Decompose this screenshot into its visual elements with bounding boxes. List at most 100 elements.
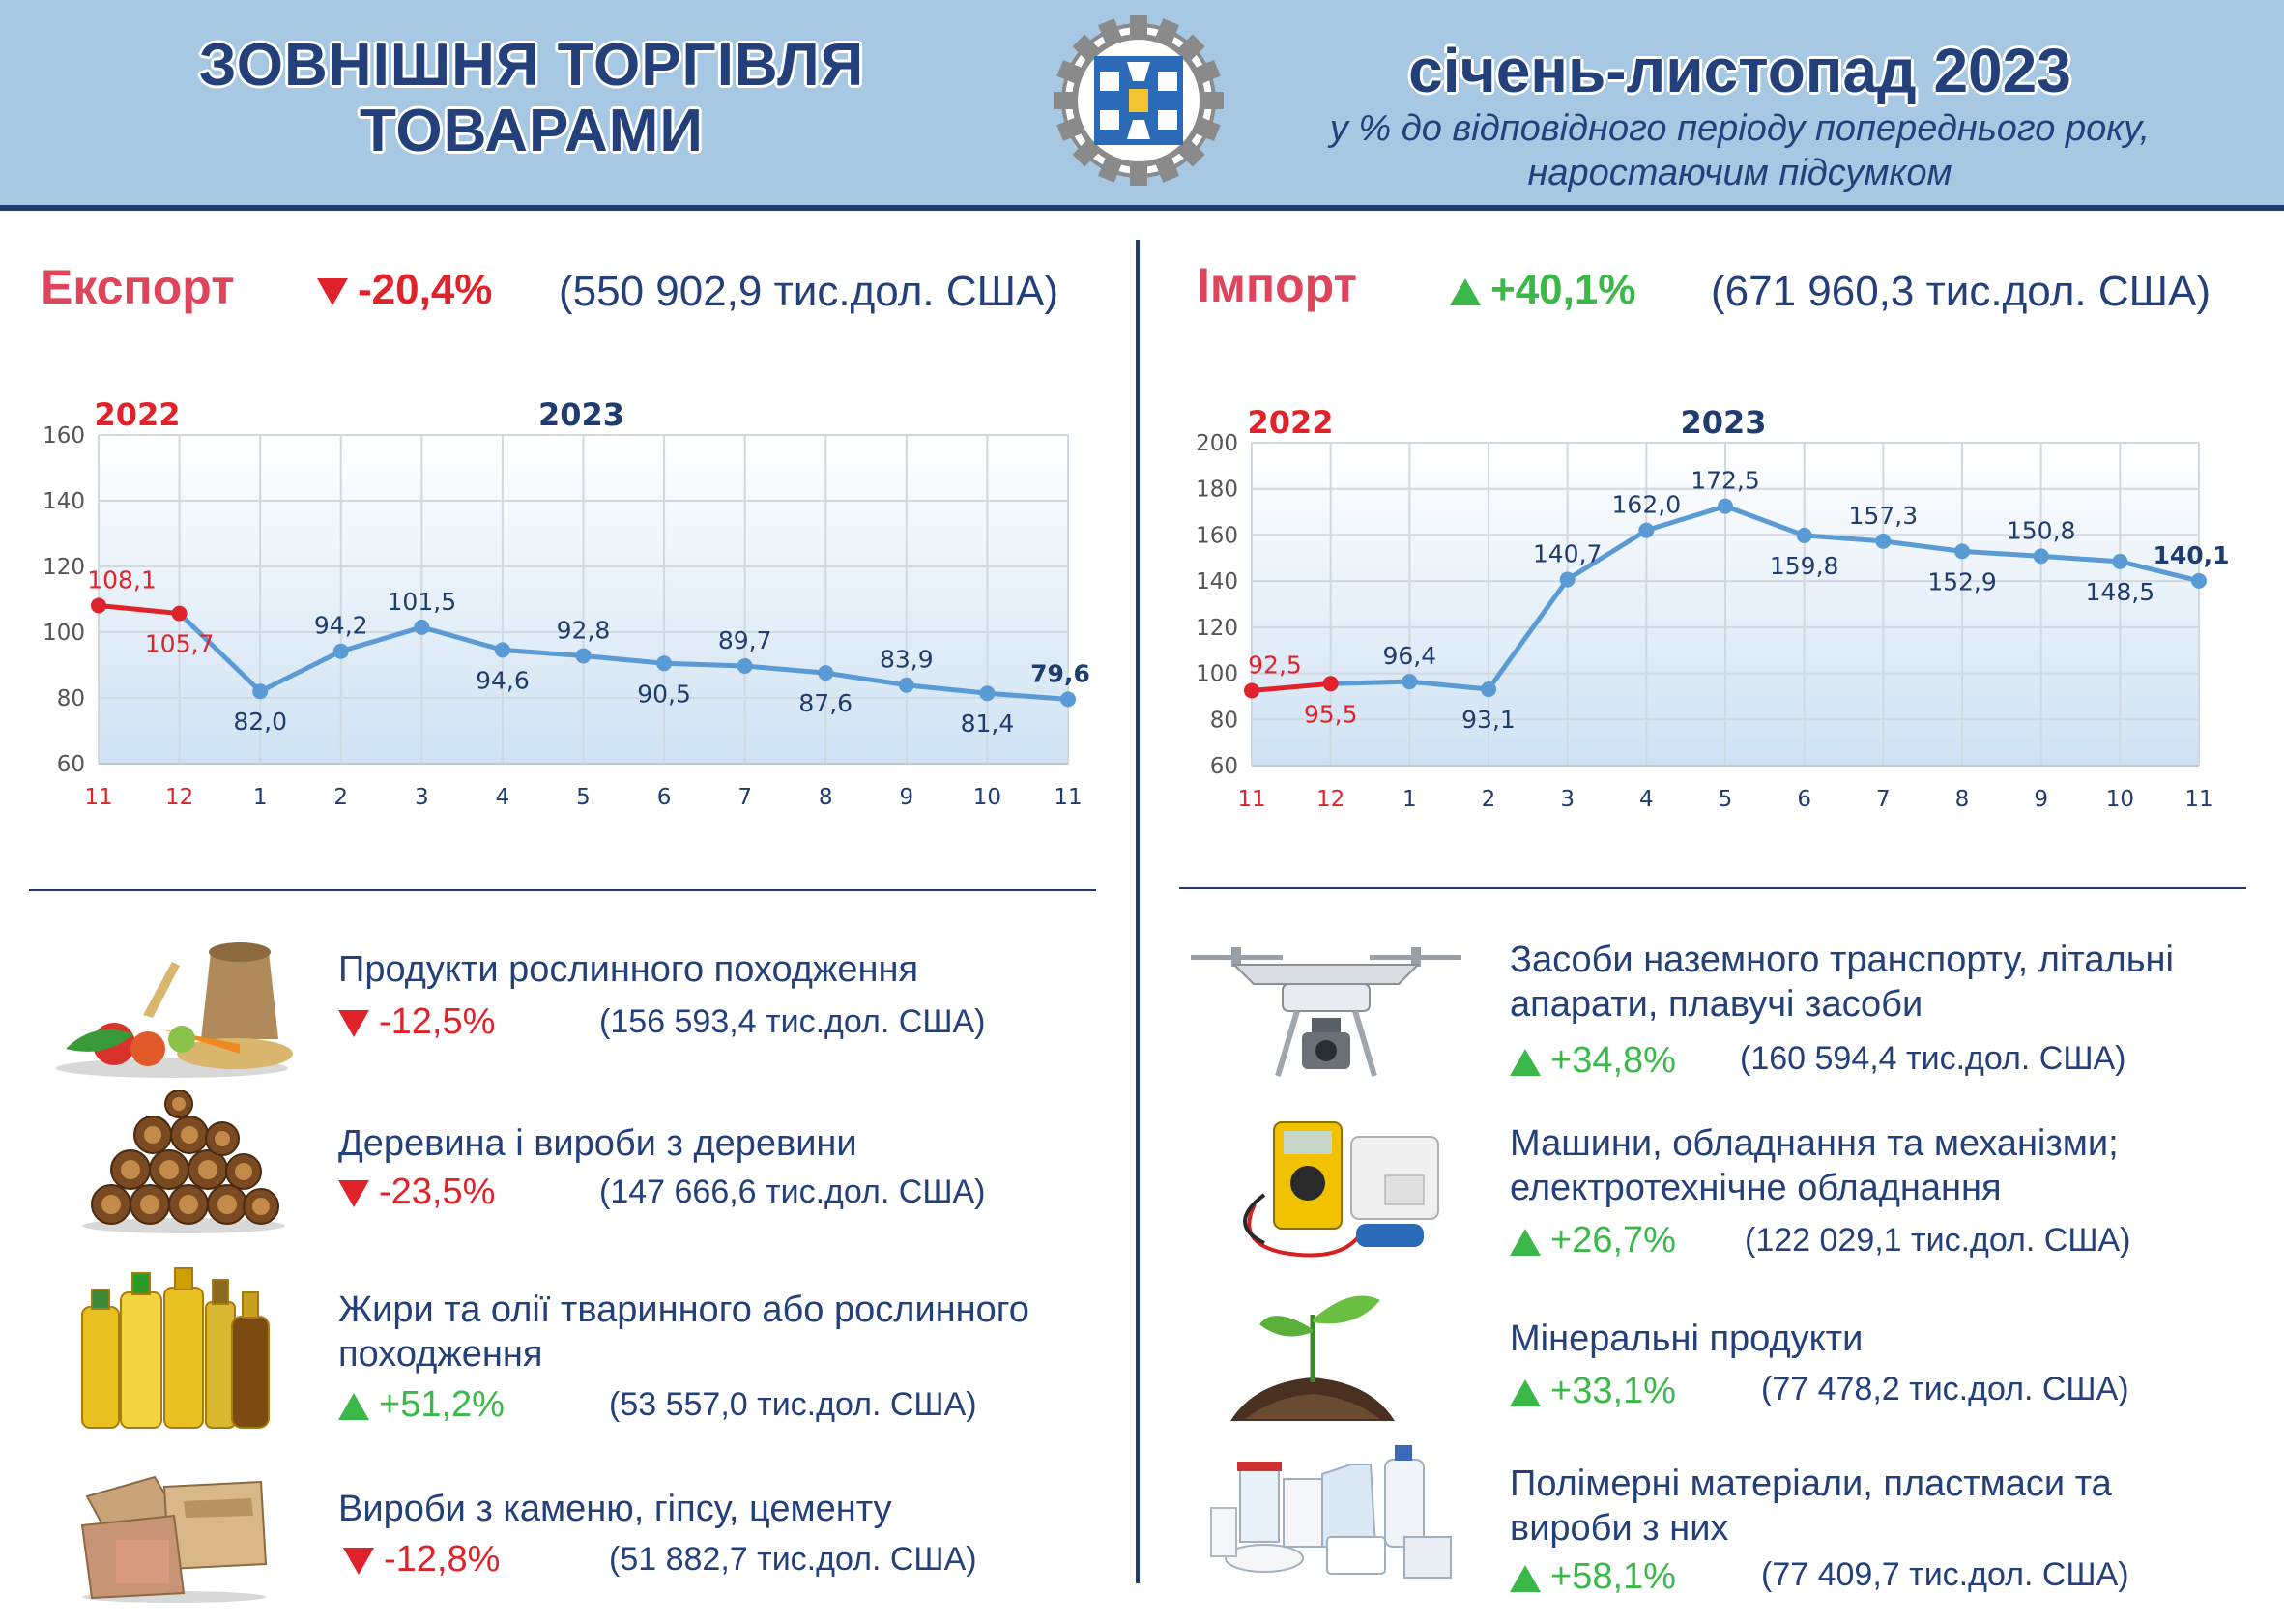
import-item-name-line: Засоби наземного транспорту, літальні bbox=[1510, 940, 2174, 980]
x-tick-label: 5 bbox=[1719, 787, 1733, 812]
title-line-1: ЗОВНІШНЯ ТОРГІВЛЯ bbox=[198, 32, 865, 99]
series-line-2022 bbox=[98, 602, 180, 617]
cement-bags-icon bbox=[80, 1475, 268, 1603]
x-tick-label: 3 bbox=[1560, 787, 1575, 812]
x-tick-label: 2 bbox=[333, 785, 348, 810]
data-label: 152,9 bbox=[1927, 567, 1997, 595]
data-point bbox=[979, 685, 996, 702]
data-point bbox=[1402, 674, 1418, 690]
import-item-name-line: електротехнічне обладнання bbox=[1510, 1168, 2002, 1208]
import-item-name: Машини, обладнання та механізми; електро… bbox=[1510, 1121, 2119, 1210]
export-item-change: -12,8% bbox=[343, 1539, 500, 1580]
data-label: 79,6 bbox=[1030, 659, 1090, 687]
import-item-name: Мінеральні продукти bbox=[1510, 1317, 1863, 1361]
data-label: 159,8 bbox=[1770, 552, 1839, 580]
data-label: 108,1 bbox=[87, 566, 157, 594]
y-tick-label: 100 bbox=[43, 621, 85, 646]
x-tick-label: 4 bbox=[1639, 787, 1654, 812]
data-point bbox=[656, 655, 673, 672]
export-item-name: Деревина і вироби з деревини bbox=[338, 1121, 857, 1166]
import-item-change: +34,8% bbox=[1510, 1040, 1676, 1082]
data-label: 94,2 bbox=[314, 612, 368, 640]
data-point bbox=[91, 597, 106, 614]
x-tick-label: 8 bbox=[1955, 787, 1970, 812]
data-label: 140,7 bbox=[1533, 539, 1603, 567]
data-point bbox=[2033, 548, 2049, 565]
export-item-name: Продукти рослинного походження bbox=[338, 947, 918, 992]
import-item-change-value: +33,1% bbox=[1550, 1371, 1676, 1411]
x-tick-label: 9 bbox=[2034, 787, 2048, 812]
import-line-chart: 60 80 100 120 140 160 180 200 92,5 11 95,5 12 96,4 1 9… bbox=[1196, 406, 2229, 812]
data-label: 83,9 bbox=[880, 646, 934, 674]
down-arrow-icon bbox=[338, 1009, 369, 1037]
import-item-value: (122 029,1 тис.дол. США) bbox=[1745, 1222, 2131, 1259]
export-item-name-line: Продукти рослинного походження bbox=[338, 949, 919, 990]
title-line-2: ТОВАРАМИ bbox=[360, 98, 704, 164]
data-label: 95,5 bbox=[1304, 700, 1358, 728]
y-tick-label: 160 bbox=[1196, 523, 1238, 548]
data-point bbox=[1954, 543, 1970, 560]
data-label: 162,0 bbox=[1612, 491, 1682, 519]
oil-bottles-icon bbox=[81, 1267, 270, 1429]
x-tick-label: 7 bbox=[1876, 787, 1891, 812]
data-point bbox=[1638, 522, 1655, 538]
export-item-value: (53 557,0 тис.дол. США) bbox=[609, 1386, 977, 1423]
import-item-change-value: +58,1% bbox=[1550, 1556, 1676, 1597]
data-point bbox=[1244, 682, 1259, 699]
year-label-2022: 2022 bbox=[94, 396, 180, 433]
x-tick-label: 7 bbox=[737, 785, 752, 810]
data-label: 101,5 bbox=[388, 588, 457, 616]
y-tick-label: 80 bbox=[57, 686, 85, 711]
data-point bbox=[2112, 553, 2128, 569]
data-label: 105,7 bbox=[145, 630, 215, 658]
import-item-name-line: Машини, обладнання та механізми; bbox=[1510, 1123, 2119, 1164]
up-arrow-icon bbox=[1510, 1564, 1541, 1592]
data-label: 150,8 bbox=[2007, 516, 2076, 544]
import-change: +40,1% bbox=[1450, 266, 1635, 314]
data-point bbox=[898, 677, 914, 693]
series-line-2023 bbox=[177, 611, 1069, 702]
period-title: січень-листопад 2023 bbox=[1408, 36, 2071, 105]
y-tick-label: 180 bbox=[1196, 478, 1238, 503]
import-change-value: +40,1% bbox=[1490, 266, 1636, 313]
import-item-name-line: вироби з них bbox=[1510, 1508, 1729, 1549]
export-item-name-line: Деревина і вироби з деревини bbox=[338, 1123, 857, 1164]
x-tick-label: 4 bbox=[496, 785, 510, 810]
up-arrow-icon bbox=[1510, 1048, 1541, 1076]
data-label: 82,0 bbox=[233, 708, 287, 736]
vegetables-grain-icon bbox=[56, 942, 293, 1078]
import-item-name: Засоби наземного транспорту, літальні ап… bbox=[1510, 938, 2174, 1027]
export-line-chart: 60 80 100 120 140 160 108,1 11 105,7 12 82,0 1 94,2 2… bbox=[43, 396, 1090, 810]
data-point bbox=[414, 619, 430, 635]
data-label: 81,4 bbox=[961, 710, 1015, 738]
y-tick-label: 160 bbox=[43, 423, 85, 449]
down-arrow-icon bbox=[317, 278, 348, 306]
import-item-change-value: +26,7% bbox=[1550, 1220, 1676, 1261]
plastic-containers-icon bbox=[1210, 1445, 1452, 1579]
import-chart-divider bbox=[1179, 887, 2246, 889]
x-tick-label: 10 bbox=[2106, 787, 2134, 812]
x-tick-label: 1 bbox=[253, 785, 268, 810]
export-item-value: (51 882,7 тис.дол. США) bbox=[609, 1541, 977, 1578]
data-label: 148,5 bbox=[2086, 578, 2155, 606]
data-point bbox=[818, 665, 834, 682]
series-line-2022 bbox=[1251, 681, 1331, 693]
data-point bbox=[1796, 527, 1812, 543]
y-tick-label: 100 bbox=[1196, 662, 1238, 687]
up-arrow-icon bbox=[1510, 1228, 1541, 1256]
multimeter-equipment-icon bbox=[1243, 1121, 1439, 1258]
y-tick-label: 120 bbox=[1196, 616, 1238, 641]
x-tick-label: 6 bbox=[1797, 787, 1811, 812]
export-item-name-line: походження bbox=[338, 1334, 543, 1375]
import-total: (671 960,3 тис.дол. США) bbox=[1711, 268, 2211, 315]
data-point bbox=[171, 605, 188, 622]
import-item-change: +26,7% bbox=[1510, 1220, 1676, 1262]
data-point bbox=[737, 658, 753, 675]
x-tick-label: 8 bbox=[819, 785, 833, 810]
import-item-name-line: Мінеральні продукти bbox=[1510, 1319, 1864, 1359]
import-item-change: +33,1% bbox=[1510, 1371, 1676, 1412]
data-point bbox=[1718, 498, 1733, 514]
export-title: Експорт bbox=[41, 260, 235, 314]
data-label: 92,8 bbox=[557, 616, 611, 644]
year-label-2022: 2022 bbox=[1247, 406, 1333, 441]
